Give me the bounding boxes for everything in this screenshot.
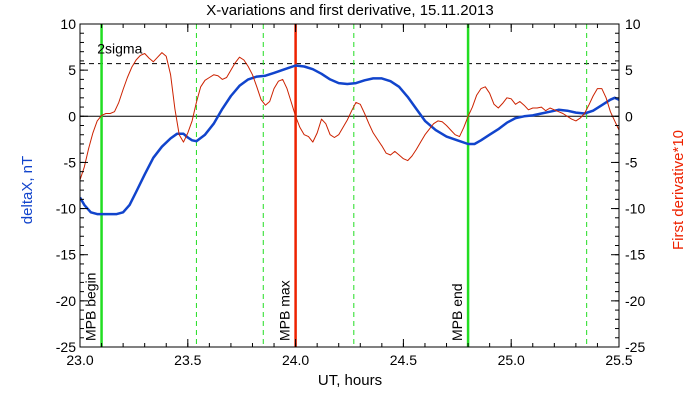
y-tick-label-left-5: -15 xyxy=(56,247,76,263)
y-axis-left-title: deltaX, nT xyxy=(19,156,36,224)
y-tick-label-left-3: -5 xyxy=(64,154,77,170)
y-tick-label-right-5: -15 xyxy=(625,247,645,263)
y-tick-label-right-6: -20 xyxy=(625,293,645,309)
y-tick-label-left-2: 0 xyxy=(68,108,76,124)
series-line-0 xyxy=(80,64,619,216)
plot-content xyxy=(80,24,619,347)
y-tick-label-right-2: 0 xyxy=(625,108,633,124)
x-tick-label-0: 23.0 xyxy=(66,352,93,368)
y-tick-label-right-0: 10 xyxy=(625,16,641,32)
sigma-label: 2sigma xyxy=(97,41,142,57)
y-tick-label-right-7: -25 xyxy=(625,339,645,355)
chart-title: X-variations and first derivative, 15.11… xyxy=(206,2,493,19)
y-tick-label-left-4: -10 xyxy=(56,201,76,217)
x-tick-label-1: 23.5 xyxy=(174,352,201,368)
series-line-1 xyxy=(80,52,619,181)
y-tick-label-left-6: -20 xyxy=(56,293,76,309)
y-tick-label-left-0: 10 xyxy=(60,16,76,32)
y-tick-label-right-1: 5 xyxy=(625,62,633,78)
plot-frame xyxy=(79,23,620,348)
x-axis-title: UT, hours xyxy=(318,372,382,389)
y-axis-right-title: First derivative*10 xyxy=(670,130,687,250)
x-tick-label-3: 24.5 xyxy=(390,352,417,368)
vertical-line-label-2: MPB end xyxy=(449,283,465,341)
y-tick-label-left-1: 5 xyxy=(68,62,76,78)
x-tick-label-2: 24.0 xyxy=(282,352,309,368)
x-tick-label-4: 25.0 xyxy=(498,352,525,368)
y-tick-label-left-7: -25 xyxy=(56,339,76,355)
plot-area: 23.0 23.5 24.0 24.5 25.0 25.5 10 10 5 5 0 0 -5 -5 -10 -… xyxy=(56,16,646,368)
vertical-line-label-1: MPB max xyxy=(277,280,293,341)
x-tick-label-5: 25.5 xyxy=(605,352,632,368)
y-tick-label-right-4: -10 xyxy=(625,201,645,217)
vertical-line-label-0: MPB begin xyxy=(83,273,99,341)
y-tick-label-right-3: -5 xyxy=(625,154,638,170)
